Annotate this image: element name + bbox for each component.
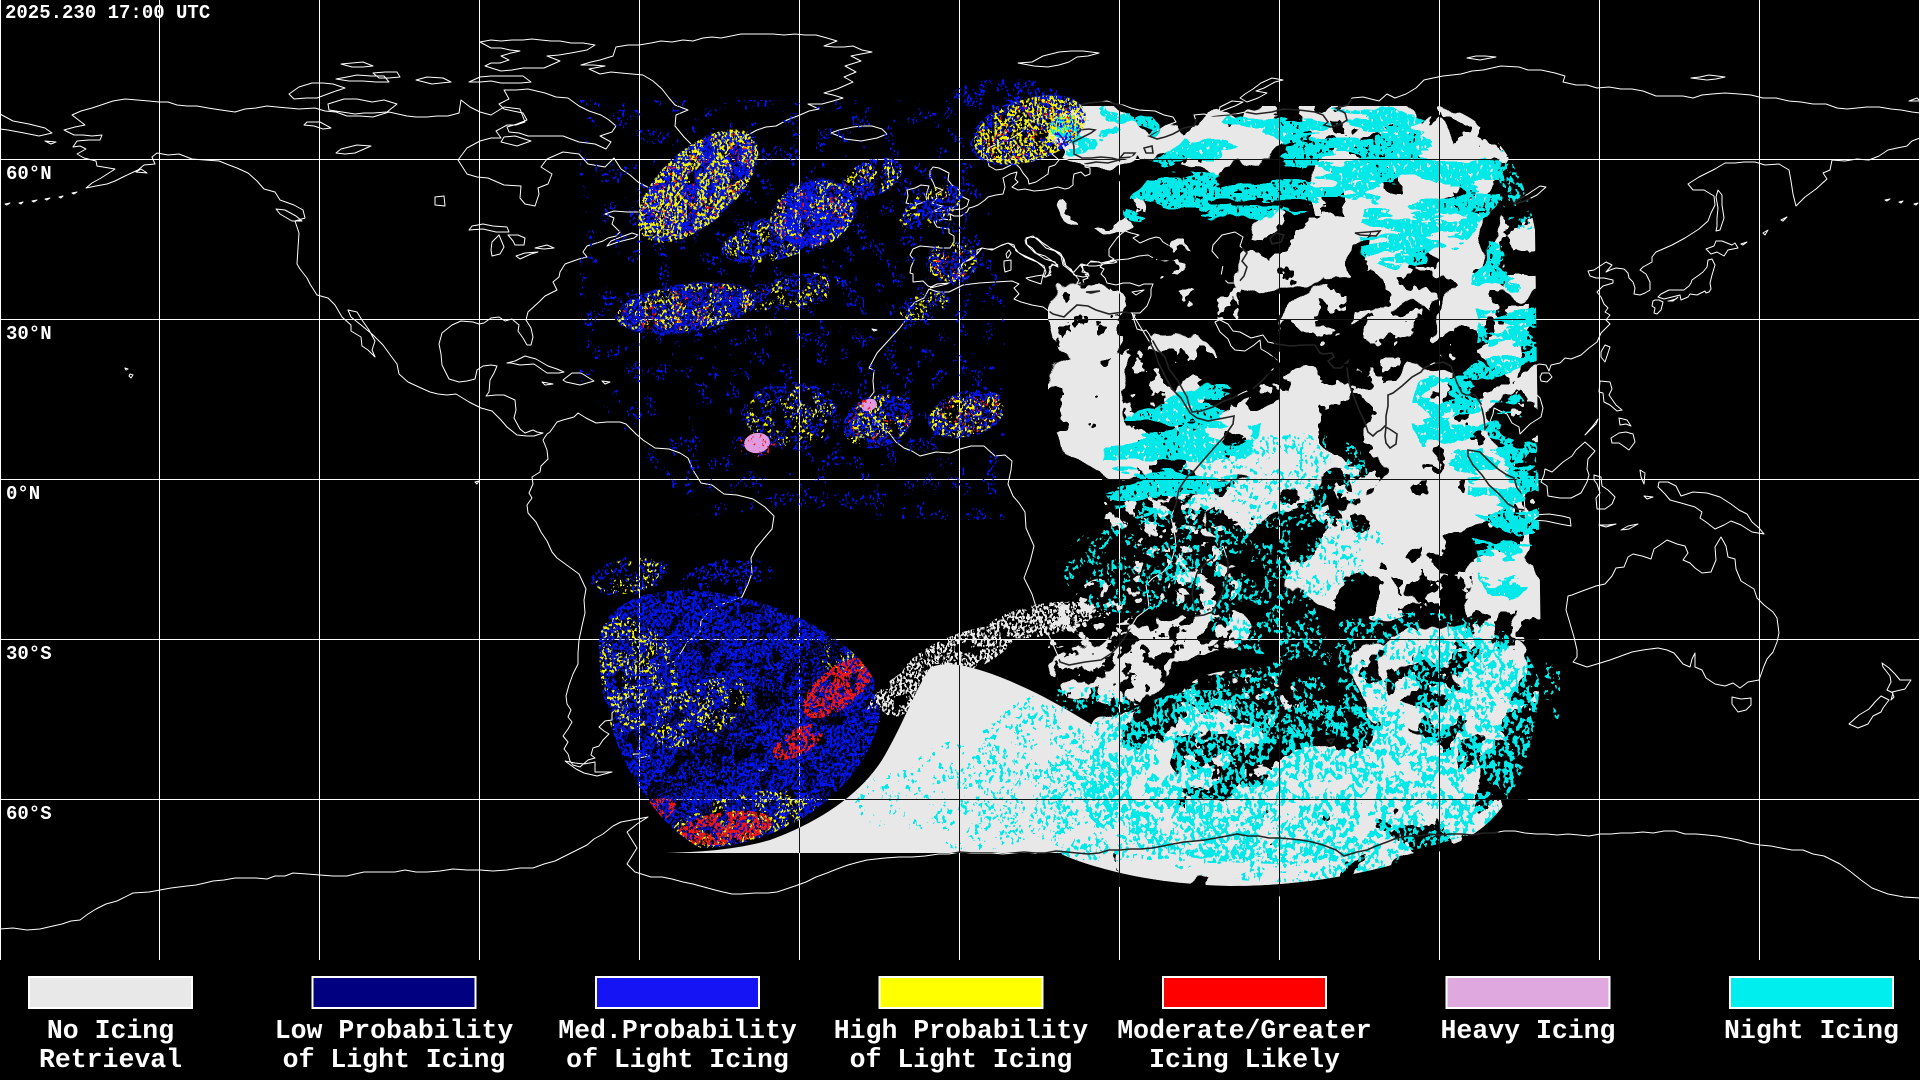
svg-text:60°S: 60°S bbox=[6, 803, 52, 825]
svg-text:No Icing: No Icing bbox=[47, 1016, 174, 1046]
svg-text:Moderate/Greater: Moderate/Greater bbox=[1117, 1016, 1371, 1046]
svg-text:Med.Probability: Med.Probability bbox=[558, 1016, 797, 1046]
svg-text:Retrieval: Retrieval bbox=[39, 1045, 182, 1075]
svg-text:of Light Icing: of Light Icing bbox=[566, 1045, 789, 1075]
svg-text:30°S: 30°S bbox=[6, 643, 52, 665]
svg-text:60°N: 60°N bbox=[6, 163, 52, 185]
svg-text:Night Icing: Night Icing bbox=[1724, 1016, 1899, 1046]
svg-text:0°N: 0°N bbox=[6, 483, 40, 505]
svg-text:High Probability: High Probability bbox=[834, 1016, 1089, 1046]
svg-text:of Light Icing: of Light Icing bbox=[283, 1045, 506, 1075]
svg-text:Heavy Icing: Heavy Icing bbox=[1441, 1016, 1616, 1046]
svg-text:Low Probability: Low Probability bbox=[275, 1016, 514, 1046]
svg-text:Icing Likely: Icing Likely bbox=[1149, 1045, 1340, 1075]
svg-text:2025.230 17:00 UTC: 2025.230 17:00 UTC bbox=[5, 2, 210, 24]
svg-text:of Light Icing: of Light Icing bbox=[850, 1045, 1073, 1075]
svg-text:30°N: 30°N bbox=[6, 323, 52, 345]
